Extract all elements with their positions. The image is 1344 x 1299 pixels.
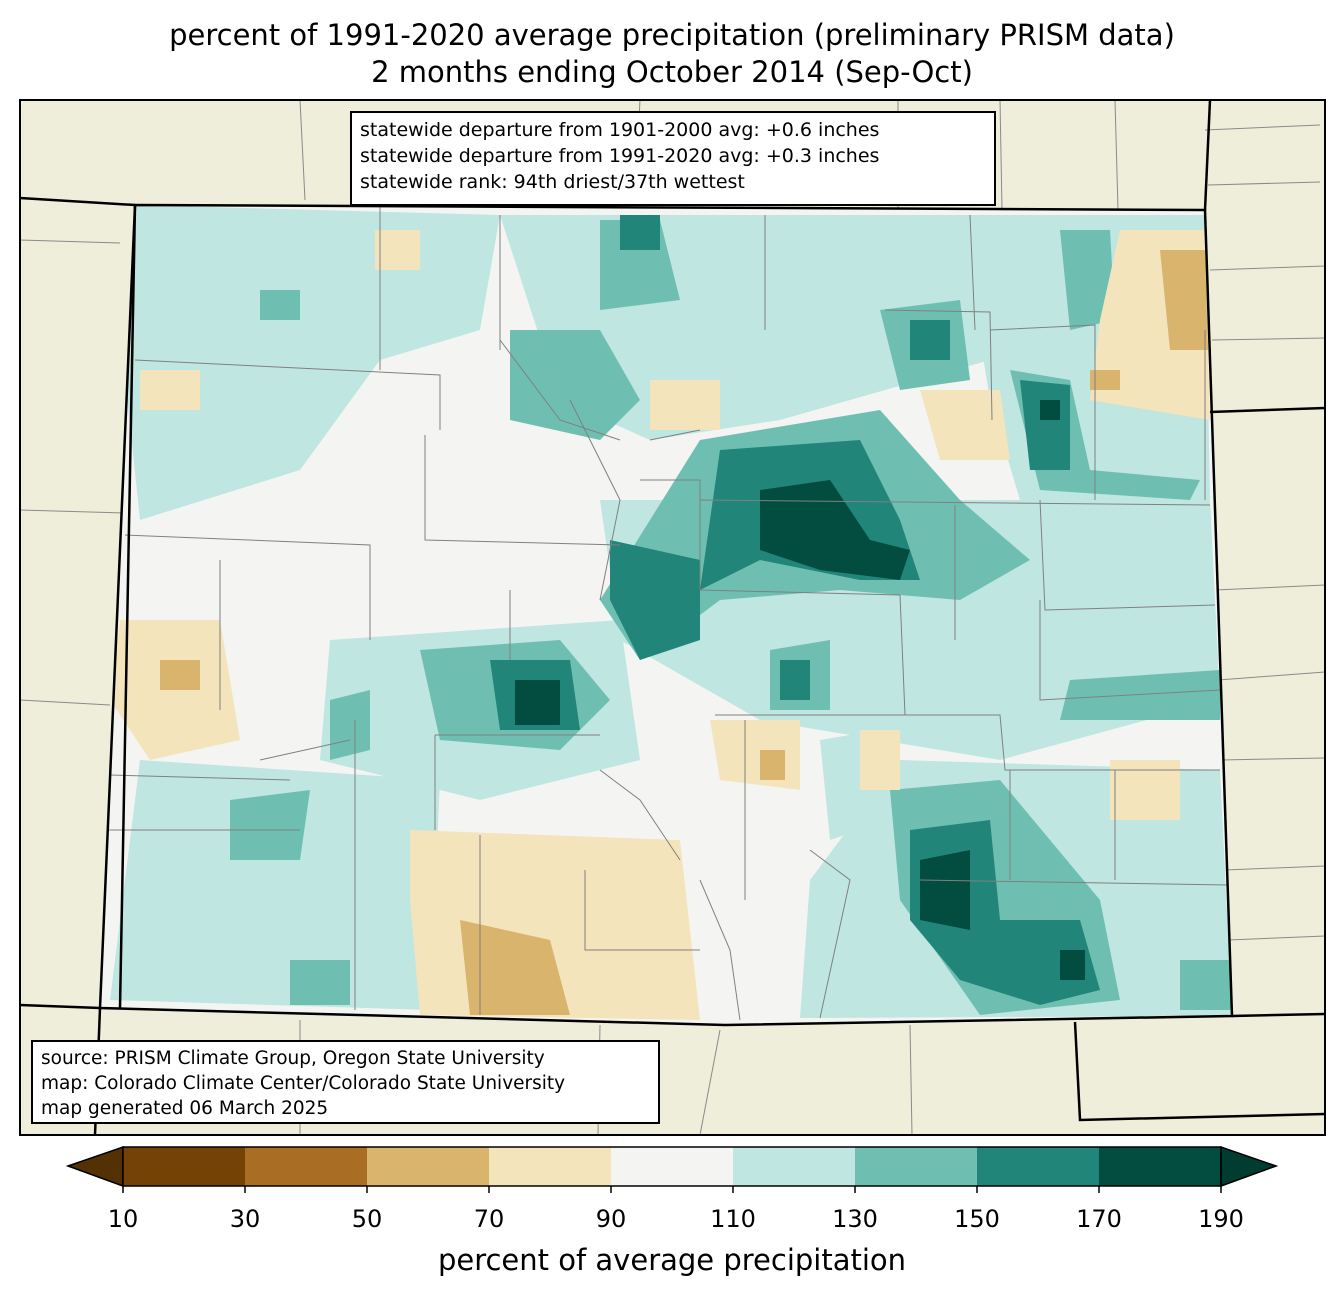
colorbar-tick-label: 70 bbox=[473, 1205, 505, 1233]
stats-departure-1991: statewide departure from 1991-2020 avg: … bbox=[360, 145, 880, 167]
county-lines bbox=[105, 205, 1231, 1021]
colorbar-cell bbox=[123, 1147, 246, 1186]
precipitation-contours bbox=[110, 205, 1232, 1020]
colorbar-cell bbox=[245, 1147, 368, 1186]
colorbar-cell bbox=[367, 1147, 490, 1186]
colorbar-tick-label: 170 bbox=[1076, 1205, 1122, 1233]
colorbar-over-arrow bbox=[1220, 1145, 1279, 1188]
statewide-stats-box: statewide departure from 1901-2000 avg: … bbox=[350, 111, 996, 206]
colorbar-cell bbox=[977, 1147, 1100, 1186]
stats-departure-1901: statewide departure from 1901-2000 avg: … bbox=[360, 119, 880, 141]
colorbar-tick-label: 190 bbox=[1198, 1205, 1244, 1233]
generated-date-line: map generated 06 March 2025 bbox=[41, 1098, 329, 1119]
map-title: percent of 1991-2020 average precipitati… bbox=[169, 18, 1175, 52]
colorbar-tick-label: 90 bbox=[595, 1205, 627, 1233]
colorbar-outline bbox=[122, 1146, 1222, 1187]
colorbar-tick-label: 30 bbox=[229, 1205, 261, 1233]
source-box: source: PRISM Climate Group, Oregon Stat… bbox=[31, 1040, 660, 1124]
map-frame bbox=[19, 99, 1326, 1136]
colorbar-tick-label: 50 bbox=[351, 1205, 383, 1233]
colorbar-tick-label: 10 bbox=[107, 1205, 139, 1233]
map-credit-line: map: Colorado Climate Center/Colorado St… bbox=[41, 1073, 566, 1094]
stats-rank: statewide rank: 94th driest/37th wettest bbox=[360, 171, 745, 193]
source-line: source: PRISM Climate Group, Oregon Stat… bbox=[41, 1048, 545, 1069]
colorbar-tick-label: 130 bbox=[832, 1205, 878, 1233]
colorbar-tick-label: 150 bbox=[954, 1205, 1000, 1233]
colorbar-cell bbox=[733, 1147, 856, 1186]
colorbar-cell bbox=[1099, 1147, 1222, 1186]
state-borders bbox=[19, 99, 1326, 1136]
colorbar bbox=[65, 1145, 1279, 1193]
colorbar-tick-label: 110 bbox=[710, 1205, 756, 1233]
colorbar-cell bbox=[489, 1147, 612, 1186]
map-subtitle: 2 months ending October 2014 (Sep-Oct) bbox=[371, 55, 973, 89]
colorbar-cell bbox=[611, 1147, 734, 1186]
colorbar-label: percent of average precipitation bbox=[437, 1243, 907, 1277]
colorbar-cell bbox=[855, 1147, 978, 1186]
colorbar-under-arrow bbox=[65, 1145, 124, 1188]
